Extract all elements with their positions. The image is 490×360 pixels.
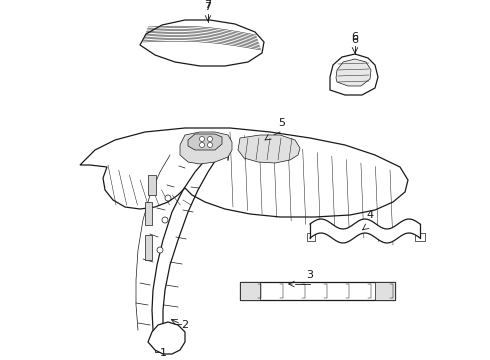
Polygon shape [330, 54, 378, 95]
Polygon shape [145, 235, 152, 260]
Circle shape [207, 136, 213, 141]
Text: 1: 1 [160, 348, 167, 358]
Text: 7: 7 [204, 2, 212, 12]
Text: 6: 6 [351, 35, 359, 45]
Circle shape [199, 143, 204, 148]
Polygon shape [80, 128, 408, 217]
Polygon shape [336, 59, 371, 86]
Polygon shape [145, 202, 152, 225]
Circle shape [162, 217, 168, 223]
Polygon shape [148, 322, 185, 354]
Circle shape [157, 247, 163, 253]
Polygon shape [415, 233, 425, 241]
Polygon shape [188, 134, 222, 150]
Circle shape [199, 136, 204, 141]
Polygon shape [240, 282, 395, 300]
Text: 3: 3 [307, 270, 314, 280]
Polygon shape [307, 233, 315, 241]
Circle shape [165, 195, 171, 201]
Polygon shape [238, 135, 300, 163]
Polygon shape [148, 175, 156, 195]
Text: 2: 2 [181, 320, 189, 330]
Polygon shape [140, 20, 264, 66]
Text: 7: 7 [204, 0, 212, 10]
Text: 6: 6 [351, 32, 359, 42]
Polygon shape [375, 282, 395, 300]
Polygon shape [180, 132, 232, 164]
Text: 4: 4 [367, 210, 373, 220]
Circle shape [207, 143, 213, 148]
Text: 5: 5 [278, 118, 286, 128]
Polygon shape [240, 282, 260, 300]
